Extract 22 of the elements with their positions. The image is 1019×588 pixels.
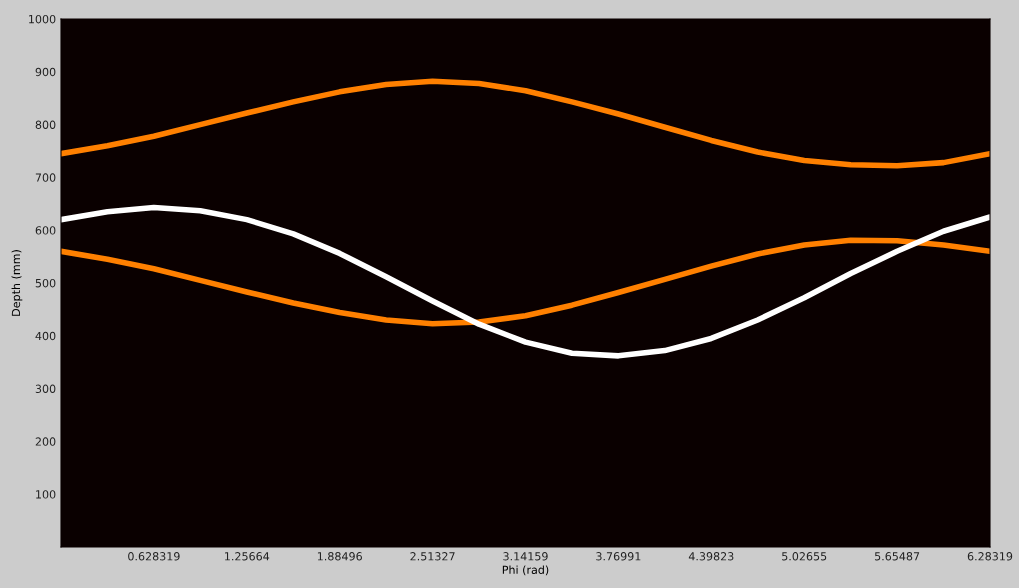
x-tick-label: 3.14159 — [503, 552, 548, 561]
x-tick-label: 0.628319 — [128, 552, 180, 561]
x-tick-label: 5.65487 — [874, 552, 920, 561]
y-tick-label: 1000 — [29, 14, 56, 24]
x-tick-label: 6.28319 — [967, 552, 1013, 561]
x-tick-label: 5.02655 — [782, 552, 827, 561]
y-tick-label: 600 — [35, 226, 56, 235]
y-tick-label: 400 — [35, 331, 56, 341]
x-tick-label: 1.25664 — [225, 552, 270, 561]
x-axis-title: Phi (rad) — [502, 565, 549, 576]
x-tick-label: 1.88496 — [317, 552, 362, 561]
y-tick-label: 800 — [35, 120, 56, 129]
y-tick-label: 200 — [35, 437, 56, 446]
x-tick-label: 4.39823 — [688, 552, 734, 561]
y-tick-label: 900 — [35, 67, 56, 77]
y-tick-label: 300 — [35, 384, 56, 393]
y-tick-label: 500 — [35, 278, 56, 288]
x-tick-label: 3.76991 — [596, 552, 641, 561]
y-axis-title: Depth (mm) — [11, 250, 23, 316]
y-tick-label: 100 — [36, 490, 56, 499]
x-tick-label: 2.51327 — [410, 552, 455, 561]
y-tick-label: 700 — [35, 173, 56, 182]
